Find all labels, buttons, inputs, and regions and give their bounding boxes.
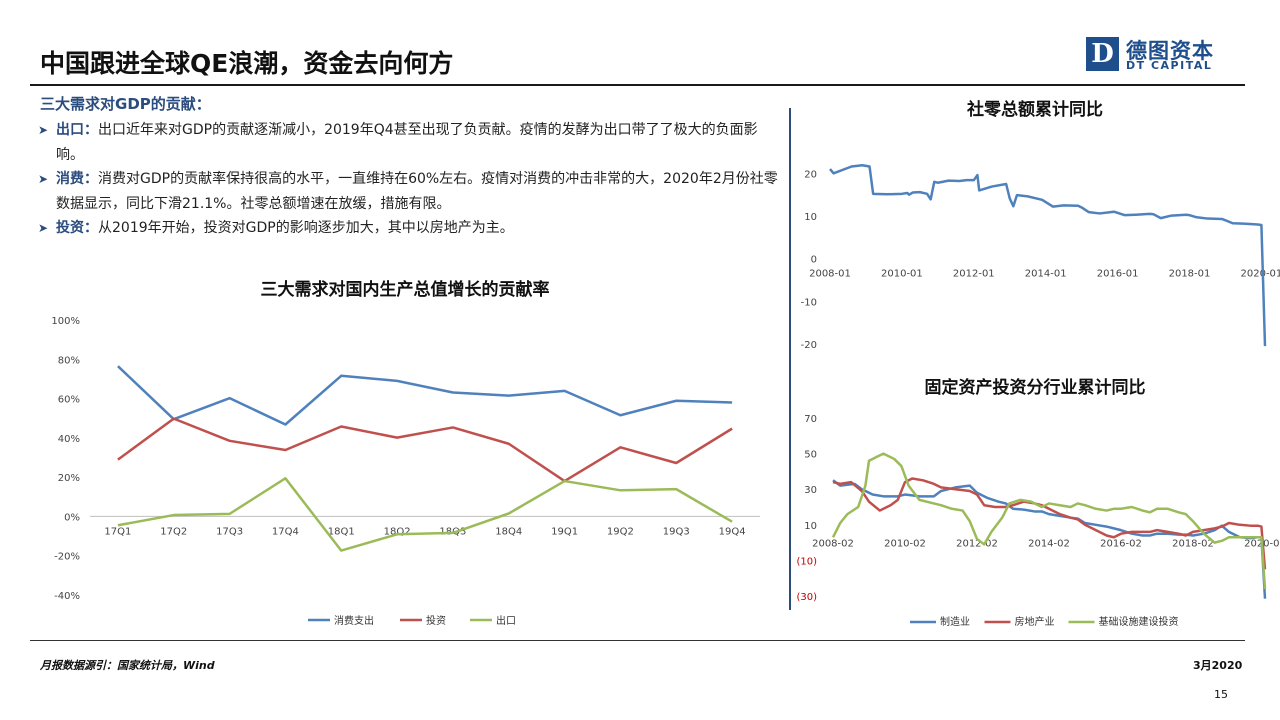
y-tick-label: -10	[801, 297, 817, 308]
logo-mark: D	[1086, 37, 1119, 71]
title-underline	[30, 84, 1245, 86]
x-tick-label: 17Q4	[272, 526, 299, 537]
x-tick-label: 19Q1	[551, 526, 578, 537]
y-tick-label: 50	[804, 450, 817, 461]
page-title: 中国跟进全球QE浪潮，资金去向何方	[40, 49, 454, 78]
x-tick-label: 2008-02	[812, 539, 854, 550]
bullet-key: 消费：	[56, 171, 98, 187]
x-tick-label: 17Q1	[104, 526, 131, 537]
logo-chinese-name: 德图资本	[1126, 39, 1214, 63]
series-line	[117, 477, 733, 552]
series-line	[117, 365, 733, 426]
y-tick-label: 40%	[58, 434, 80, 445]
legend-label: 制造业	[940, 615, 970, 628]
chart-title: 固定资产投资分行业累计同比	[925, 377, 1146, 398]
x-tick-label: 2020-01	[1241, 269, 1280, 280]
legend-label: 基础设施建设投资	[1099, 615, 1179, 628]
x-tick-label: 2010-01	[881, 269, 923, 280]
y-tick-label: 60%	[58, 395, 80, 406]
y-tick-label: 30	[804, 485, 817, 496]
report-date: 3月2020	[1193, 659, 1243, 672]
chart-title: 三大需求对国内生产总值增长的贡献率	[261, 279, 550, 300]
series-line	[829, 163, 1267, 347]
bullet-text: 从2019年开始，投资对GDP的影响逐步加大，其中以房地产为主。	[98, 220, 514, 236]
y-tick-label: 70	[804, 414, 817, 425]
legend-label: 出口	[496, 614, 516, 627]
x-tick-label: 2014-02	[1028, 539, 1070, 550]
y-tick-label: 0	[811, 255, 817, 266]
series-line	[831, 452, 1267, 589]
arrow-bullet-icon: ➤	[38, 172, 49, 186]
data-source-note: 月报数据源引：国家统计局，Wind	[40, 659, 215, 672]
y-tick-label: -20%	[54, 552, 80, 563]
y-tick-label: 80%	[58, 355, 80, 366]
y-tick-label: -40%	[54, 591, 80, 602]
y-tick-label: 20%	[58, 473, 80, 484]
bullet-text: 出口近年来对GDP的贡献逐渐减小，2019年Q4甚至出现了负贡献。疫情的发酵为出…	[56, 122, 758, 163]
x-tick-label: 2012-01	[953, 269, 995, 280]
y-tick-label: -20	[801, 340, 817, 351]
bullet-text: 消费对GDP的贡献率保持很高的水平，一直维持在60%左右。疫情对消费的冲击非常的…	[56, 171, 778, 212]
x-tick-label: 19Q2	[607, 526, 634, 537]
page-number: 15	[1214, 688, 1228, 701]
bullet-investment: ➤ 投资：从2019年开始，投资对GDP的影响逐步加大，其中以房地产为主。	[38, 216, 778, 241]
x-tick-label: 17Q2	[160, 526, 187, 537]
bullet-list: ➤ 出口：出口近年来对GDP的贡献逐渐减小，2019年Q4甚至出现了负贡献。疫情的…	[38, 118, 778, 241]
y-tick-label: (10)	[796, 556, 817, 567]
series-line	[117, 417, 733, 483]
bullet-key: 出口：	[56, 122, 98, 138]
legend-label: 房地产业	[1015, 615, 1055, 628]
x-tick-label: 17Q3	[216, 526, 243, 537]
company-logo: D 德图资本 DT CAPITAL	[1086, 37, 1246, 73]
x-tick-label: 2016-01	[1097, 269, 1139, 280]
x-tick-label: 18Q4	[495, 526, 522, 537]
vertical-divider	[789, 108, 791, 610]
y-tick-label: 100%	[51, 316, 80, 327]
gdp-contribution-chart: 三大需求对国内生产总值增长的贡献率 100% 80% 60% 40% 20% 0% -20%…	[51, 279, 760, 627]
footer-divider	[30, 640, 1245, 641]
x-tick-label: 2018-01	[1169, 269, 1211, 280]
x-tick-label: 19Q3	[663, 526, 690, 537]
fixed-asset-investment-chart: 固定资产投资分行业累计同比 70 50 30 10 (10) (30) 2008-02 201…	[796, 377, 1280, 628]
retail-sales-chart: 社零总额累计同比 20 10 0 -10 -20 2008-01 2010-01 2012-0…	[801, 99, 1280, 351]
y-tick-label: 10	[804, 521, 817, 532]
x-tick-label: 2008-01	[809, 269, 851, 280]
y-tick-label: (30)	[796, 592, 817, 603]
x-tick-label: 2014-01	[1025, 269, 1067, 280]
bullet-export: ➤ 出口：出口近年来对GDP的贡献逐渐减小，2019年Q4甚至出现了负贡献。疫情的…	[38, 118, 778, 167]
bullet-consumption: ➤ 消费：消费对GDP的贡献率保持很高的水平，一直维持在60%左右。疫情对消费的冲…	[38, 167, 778, 216]
series-line	[832, 477, 1267, 570]
y-tick-label: 10	[804, 212, 817, 223]
arrow-bullet-icon: ➤	[38, 221, 49, 235]
bullet-key: 投资：	[56, 220, 98, 236]
x-tick-label: 19Q4	[719, 526, 746, 537]
y-tick-label: 0%	[64, 512, 80, 523]
x-tick-label: 2012-02	[956, 539, 998, 550]
x-tick-label: 18Q1	[328, 526, 355, 537]
x-tick-label: 2016-02	[1100, 539, 1142, 550]
legend-label: 投资	[426, 614, 446, 627]
chart-title: 社零总额累计同比	[966, 99, 1103, 120]
arrow-bullet-icon: ➤	[38, 123, 49, 137]
x-tick-label: 18Q2	[384, 526, 411, 537]
y-tick-label: 20	[804, 169, 817, 180]
x-tick-label: 2018-02	[1172, 539, 1214, 550]
legend-label: 消费支出	[334, 614, 374, 627]
x-tick-label: 2010-02	[884, 539, 926, 550]
section-heading: 三大需求对GDP的贡献：	[40, 95, 211, 113]
logo-english-name: DT CAPITAL	[1126, 59, 1213, 72]
